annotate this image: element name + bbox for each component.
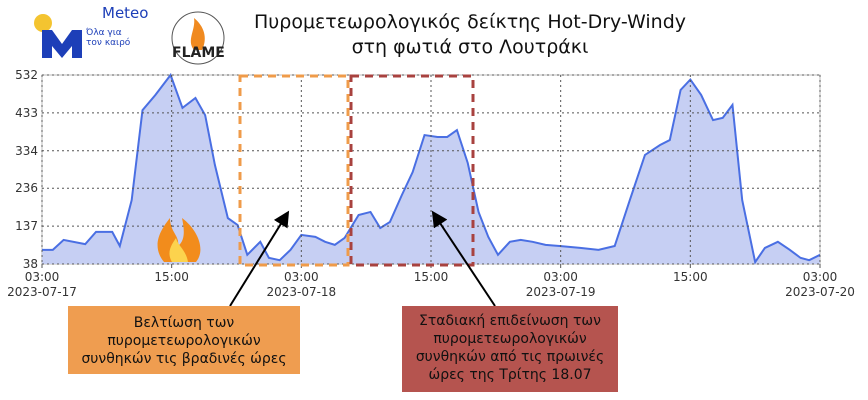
arrow [229,210,290,307]
area [42,75,820,264]
logo2-name: FLAME [172,45,225,61]
arrow [431,210,496,307]
line [42,72,821,265]
x-tick-label: 03:00 2023-07-18 [266,270,337,299]
flame-logo [171,11,225,65]
annotation-text: Σταδιακή επιδείνωση των πυρομετεωρολογικ… [415,313,605,383]
y-tick-label: 433 [15,106,38,120]
y-tick-label: 334 [15,144,38,158]
fire-core [169,238,188,262]
flame-icon [190,18,205,50]
x-tick-label: 03:00 2023-07-19 [525,270,596,299]
logo-slogan: Όλα για τον καιρό [86,28,131,48]
x-tick-label: 15:00 [673,270,708,284]
y-tick-label: 532 [15,68,38,82]
annotation-text: Βελτίωση των πυρομετεωρολογικών συνθηκών… [81,315,287,367]
meteo-logo [34,14,82,58]
fire-shape [157,218,201,262]
fire-emoji [157,218,201,262]
logo-name: Meteo [102,4,149,22]
y-tick-label: 38 [23,257,38,271]
flame-ring [171,11,225,65]
annotation-box-red [402,306,618,392]
highlight-box-red [349,74,475,267]
logo-m [42,30,82,58]
x-tick-label: 03:00 2023-07-20 [785,270,855,299]
chart-title: Πυρομετεωρολογικός δείκτης Hot-Dry-Windy… [253,11,687,58]
y-tick-label: 137 [15,219,38,233]
x-tick-label: 03:00 2023-07-17 [7,270,77,299]
highlight-box-orange [238,74,350,267]
x-tick-label: 15:00 [154,270,189,284]
y-tick-label: 236 [15,181,38,195]
logo-sun [34,14,52,32]
annotation-box-orange [68,306,300,374]
x-tick-label: 15:00 [413,270,449,284]
